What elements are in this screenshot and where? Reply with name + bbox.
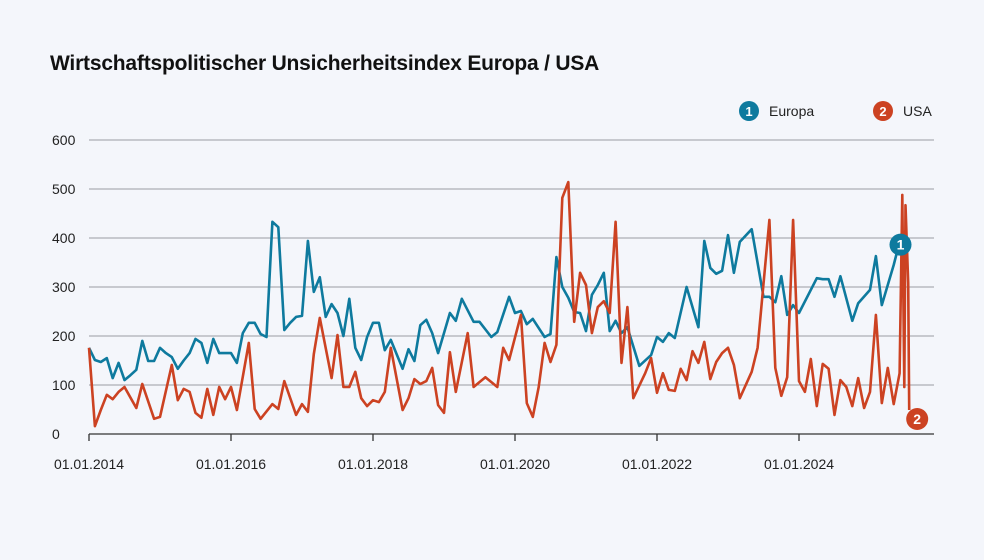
gridlines <box>89 139 934 435</box>
x-tick-label: 01.01.2016 <box>196 456 266 472</box>
chart-title: Wirtschaftspolitischer Unsicherheitsinde… <box>50 52 600 75</box>
x-tick-label: 01.01.2014 <box>54 456 124 472</box>
x-tick-label: 01.01.2020 <box>480 456 550 472</box>
x-tick-label: 01.01.2022 <box>622 456 692 472</box>
y-tick-label: 200 <box>52 328 76 344</box>
series-end-marker-2 <box>906 407 929 430</box>
legend-marker-1: 1 <box>739 101 759 121</box>
series-end-marker-1 <box>889 233 912 256</box>
series-end-marker-label: 1 <box>897 237 905 253</box>
y-tick-label: 0 <box>52 426 60 442</box>
y-tick-label: 100 <box>52 377 76 393</box>
legend-label-usa: USA <box>903 103 932 119</box>
y-tick-label: 300 <box>52 279 76 295</box>
series-end-marker-label: 2 <box>913 411 921 427</box>
x-tick-label: 01.01.2018 <box>338 456 408 472</box>
y-tick-label: 500 <box>52 181 76 197</box>
legend-item-europa: 1 Europa <box>739 101 814 121</box>
y-tick-label: 400 <box>52 230 76 246</box>
legend-item-usa: 2 USA <box>873 101 932 121</box>
series-line-europa <box>87 220 907 382</box>
legend-marker-2: 2 <box>873 101 893 121</box>
y-axis: 0 100 200 300 400 500 600 <box>52 132 76 442</box>
series-line-usa <box>87 180 911 428</box>
x-tick-label: 01.01.2024 <box>764 456 834 472</box>
y-tick-label: 600 <box>52 132 76 148</box>
x-axis: 01.01.2014 01.01.2016 01.01.2018 01.01.2020… <box>54 434 834 472</box>
series-lines <box>87 180 911 428</box>
end-markers: 12 <box>889 233 929 430</box>
legend-label-europa: Europa <box>769 103 815 119</box>
